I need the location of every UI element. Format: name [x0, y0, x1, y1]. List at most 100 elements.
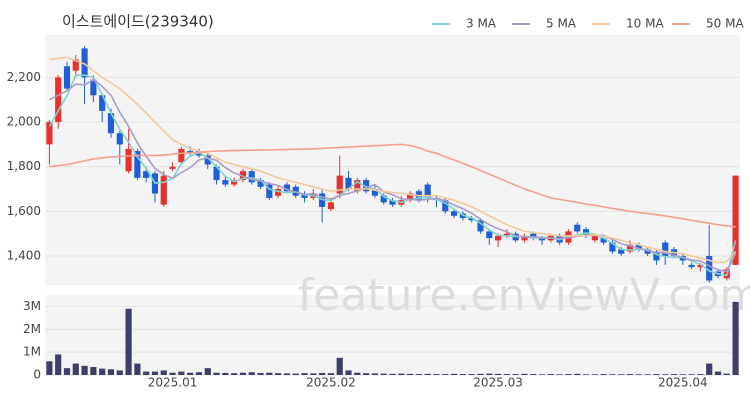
volume-bar — [538, 374, 546, 375]
candle-body — [468, 218, 475, 221]
legend-label: 50 MA — [706, 17, 744, 31]
volume-bar — [424, 373, 431, 375]
y-tick-label: 1,600 — [7, 204, 41, 218]
y-tick-label: 0 — [33, 368, 41, 382]
candle-body — [732, 175, 739, 265]
volume-bar — [204, 368, 211, 375]
candle-body — [609, 242, 616, 252]
candle-body — [107, 113, 115, 134]
legend-label: 10 MA — [626, 17, 664, 31]
volume-bar — [591, 374, 598, 375]
ma-line — [49, 56, 737, 264]
volume-bar — [336, 357, 343, 375]
volume-bar — [72, 363, 79, 375]
volume-bar — [319, 372, 326, 375]
candle-body — [600, 238, 607, 243]
volume-bar — [451, 373, 458, 375]
ma-line — [49, 78, 737, 273]
candle-body — [336, 175, 343, 194]
volume-bar — [55, 354, 62, 375]
candle-body — [442, 200, 449, 212]
volume-bar — [697, 374, 704, 375]
volume-plot-bg — [45, 295, 740, 375]
candle-body — [169, 166, 176, 169]
candle-body — [257, 180, 264, 187]
volume-bar — [125, 308, 132, 375]
candle-body — [574, 224, 581, 232]
volume-bar — [187, 372, 194, 375]
volume-bar — [732, 301, 739, 375]
candle-body — [266, 184, 273, 198]
candle-body — [697, 264, 704, 268]
volume-bar — [63, 368, 71, 375]
volume-bar — [644, 374, 651, 375]
candle-body — [222, 180, 229, 185]
candle-body — [63, 66, 71, 89]
ma-line — [48, 74, 737, 277]
candle-body — [143, 171, 150, 178]
volume-bar — [494, 373, 502, 375]
x-tick-label: 2025.03 — [473, 376, 523, 390]
volume-bar — [99, 368, 106, 375]
volume-bar — [143, 371, 150, 375]
candle-body — [424, 184, 431, 198]
candle-body — [494, 235, 502, 241]
volume-bar — [178, 371, 185, 375]
volume-bar — [547, 374, 554, 375]
volume-bar — [275, 373, 282, 375]
candle-body — [125, 148, 132, 172]
volume-bar — [248, 372, 255, 375]
volume-bar — [609, 374, 616, 375]
y-tick-label: 1M — [23, 345, 41, 359]
volume-bar — [512, 374, 519, 375]
candle-body — [644, 249, 651, 254]
candle-body — [116, 133, 123, 145]
volume-bar — [354, 372, 361, 375]
y-tick-label: 2M — [23, 322, 41, 336]
volume-bar — [107, 369, 115, 375]
volume-bar — [407, 373, 414, 375]
candle-body — [134, 151, 141, 178]
candle-body — [345, 177, 352, 190]
candle-body — [363, 180, 370, 192]
candle-body — [283, 184, 291, 192]
candle-body — [380, 195, 387, 203]
volume-bar — [310, 373, 317, 375]
candle-body — [178, 148, 185, 163]
volume-bar — [626, 374, 634, 375]
candle-body — [635, 244, 642, 250]
volume-bar — [530, 374, 537, 375]
candle-body — [99, 95, 106, 111]
candle-body — [354, 180, 361, 192]
candle-body — [503, 233, 510, 236]
volume-bar — [618, 374, 625, 375]
volume-bar — [46, 361, 53, 375]
volume-bar — [635, 374, 642, 375]
volume-bar — [81, 365, 88, 375]
candle-body — [706, 255, 713, 281]
candle-body — [160, 175, 167, 205]
volume-bar — [582, 374, 590, 375]
legend-label: 5 MA — [546, 17, 577, 31]
volume-bar — [688, 374, 695, 375]
price-plot-bg — [45, 35, 740, 285]
volume-bar — [565, 374, 572, 375]
volume-bar — [556, 374, 563, 375]
volume-bar — [213, 372, 220, 375]
candle-body — [275, 189, 282, 196]
candle-body — [591, 235, 598, 241]
volume-bar — [670, 374, 678, 375]
volume-bar — [706, 363, 713, 375]
volume-bar — [371, 373, 378, 375]
volume-bar — [459, 374, 466, 375]
volume-bar — [398, 373, 405, 375]
candle-body — [72, 59, 79, 71]
candle-body — [530, 233, 537, 239]
volume-bar — [257, 372, 264, 375]
candle-body — [204, 155, 211, 165]
candle-body — [626, 244, 634, 252]
volume-bar — [283, 373, 291, 375]
volume-bar — [477, 373, 484, 375]
volume-bar — [231, 373, 238, 375]
candle-body — [46, 122, 53, 145]
